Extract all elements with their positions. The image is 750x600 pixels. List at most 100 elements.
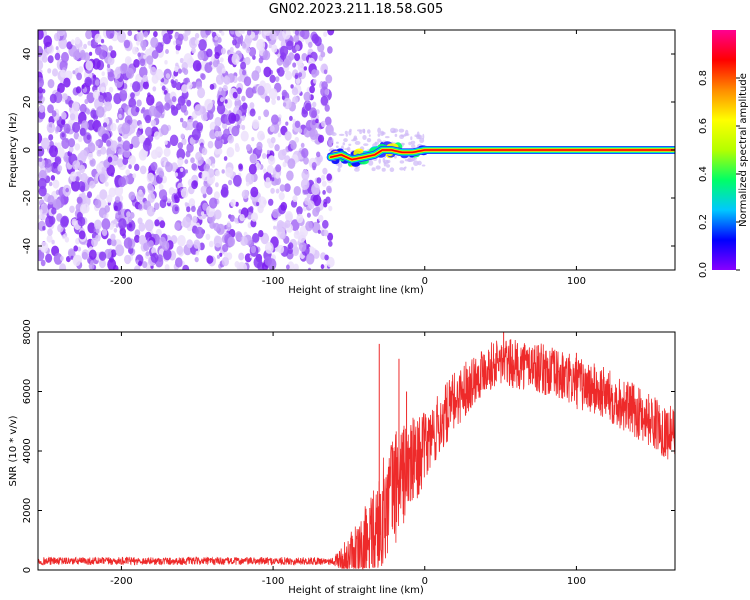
noise-cell [54,156,62,165]
noise-cell [104,91,113,103]
noise-cell [68,138,76,148]
noise-cell [238,252,245,261]
spectrogram-x-ticks: -200 -100 0 100 [110,30,586,287]
noise-cell [165,49,169,54]
noise-cell [269,30,277,41]
noise-cell [240,236,248,246]
snr-x-axis-label: Height of straight line (km) [288,585,424,596]
noise-cell [133,59,140,68]
noise-cell [43,35,53,48]
noise-cell [271,177,275,182]
noise-cell [301,30,310,40]
noise-cell [285,121,289,126]
noise-cell [174,66,179,73]
noise-cell [245,87,254,99]
noise-cell [183,68,189,75]
noise-cell [39,241,49,253]
noise-cell [201,170,210,182]
noise-cell [214,138,223,150]
noise-cell [59,263,67,270]
noise-cell [50,175,56,181]
noise-cell [106,164,115,177]
y-tick-label: -40 [22,238,33,254]
noise-cell [175,37,183,47]
transition-cell [405,129,409,136]
noise-cell [47,104,54,114]
noise-cell [160,82,164,87]
noise-cell [65,156,70,162]
noise-cell [216,103,226,115]
noise-cell [308,41,313,48]
noise-cell [240,61,247,70]
transition-cell [422,133,425,140]
noise-cell [152,86,157,92]
noise-cell [256,141,263,150]
noise-cell [321,180,327,187]
noise-cell [312,101,317,108]
transition-cell [378,158,382,164]
noise-cell [54,52,61,61]
noise-cell [171,96,177,103]
noise-cell [195,250,200,256]
noise-cell [195,151,202,161]
noise-cell [142,81,149,90]
noise-cell [269,74,276,83]
noise-cell [43,48,50,56]
snr-y-axis-label: SNR (10 * v/v) [8,415,19,486]
noise-cell [289,115,293,121]
noise-cell [205,233,211,240]
noise-cell [220,47,226,55]
noise-cell [55,147,65,160]
noise-cell [180,104,187,113]
transition-cell [400,134,407,137]
noise-cell [164,264,170,270]
noise-cell [323,229,329,237]
noise-cell [42,226,46,231]
noise-cell [223,251,229,258]
noise-cell [243,76,252,87]
noise-cell [217,37,222,44]
noise-cell [134,265,141,270]
noise-cell [52,68,58,77]
noise-cell [164,140,168,146]
noise-cell [86,134,91,140]
noise-cell [139,58,146,67]
noise-cell [41,55,48,63]
x-tick-label: -200 [110,576,133,587]
noise-cell [104,101,113,112]
noise-cell [206,186,213,195]
noise-cell [290,141,297,150]
noise-cell [51,207,57,215]
noise-cell [38,109,46,120]
noise-cell [94,199,102,209]
noise-cell [291,87,299,96]
noise-cell [286,264,290,270]
noise-cell [74,36,81,45]
noise-cell [285,70,293,81]
transition-cell [399,167,404,171]
noise-cell [158,183,164,190]
noise-cell [142,139,152,152]
noise-cell [203,163,210,172]
noise-cell [113,218,118,225]
noise-cell [234,145,240,153]
noise-cell [150,252,159,263]
x-tick-label: 100 [567,276,586,287]
noise-cell [324,254,329,261]
transition-cell [414,134,418,137]
noise-cell [275,172,280,179]
transition-cell [337,162,343,168]
noise-cell [284,183,291,193]
noise-cell [271,98,276,105]
noise-cell [142,261,148,269]
noise-cell [301,169,310,181]
noise-cell [121,122,131,135]
transition-cell [354,167,360,172]
noise-cell [246,144,252,151]
noise-cell [78,230,86,240]
noise-cell [163,248,172,261]
noise-cell [229,46,234,53]
noise-cell [146,205,155,217]
noise-cell [224,99,228,104]
noise-cell [146,94,155,106]
